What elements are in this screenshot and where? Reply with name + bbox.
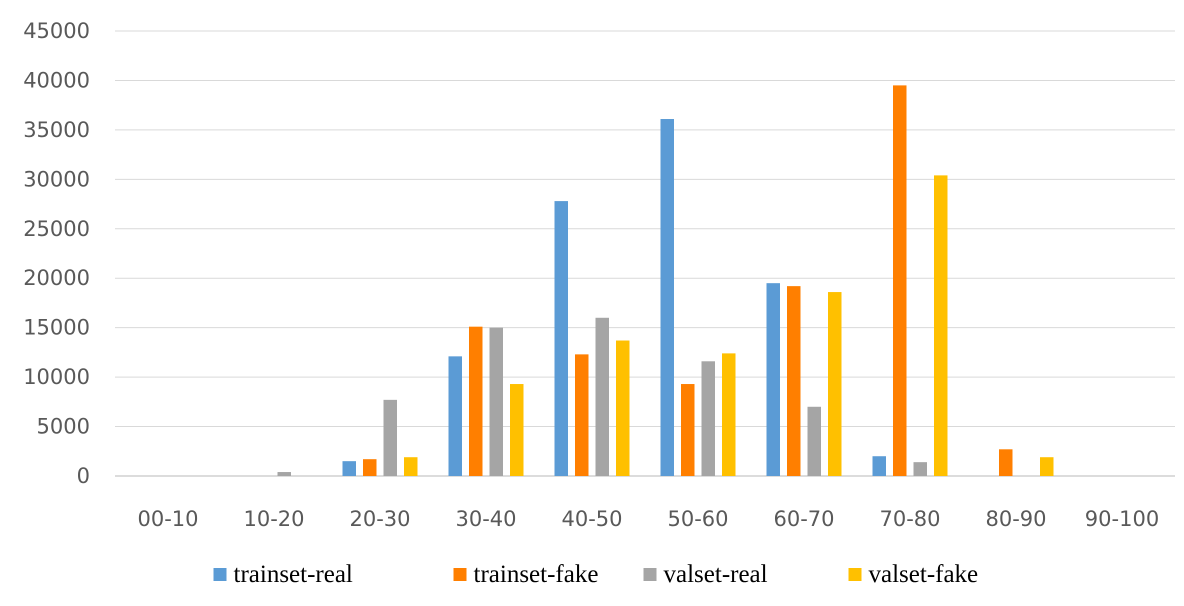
- bar-trainset-fake-30-40: [469, 326, 483, 476]
- bar-valset-real-70-80: [913, 462, 927, 476]
- legend-swatch-trainset-fake: [453, 568, 467, 581]
- legend: trainset-real trainset-fake valset-real val…: [213, 561, 979, 588]
- y-tick-label: 0: [77, 464, 90, 488]
- legend-swatch-valset-fake: [848, 568, 862, 581]
- y-tick-label: 15000: [23, 316, 90, 340]
- bar-valset-fake-80-90: [1040, 457, 1054, 476]
- bar-trainset-fake-20-30: [363, 459, 377, 476]
- bar-trainset-fake-40-50: [575, 354, 589, 476]
- bar-trainset-fake-80-90: [999, 449, 1013, 476]
- legend-swatch-valset-real: [643, 568, 657, 581]
- x-tick-label: 10-20: [243, 507, 304, 531]
- legend-label-valset-real: valset-real: [664, 561, 768, 588]
- y-axis: 0 5000 10000 15000 20000 25000 30000 35000 40000…: [23, 19, 90, 488]
- x-tick-label: 50-60: [667, 507, 728, 531]
- legend-label-trainset-fake: trainset-fake: [474, 561, 599, 588]
- legend-swatch-trainset-real: [213, 568, 227, 581]
- y-tick-label: 5000: [37, 415, 90, 439]
- bar-trainset-real-50-60: [660, 119, 674, 476]
- y-tick-label: 45000: [23, 19, 90, 43]
- x-tick-label: 20-30: [349, 507, 410, 531]
- bar-trainset-fake-70-80: [893, 85, 907, 476]
- bar-valset-real-20-30: [383, 399, 397, 476]
- y-tick-label: 30000: [23, 167, 90, 191]
- x-tick-label: 70-80: [879, 507, 940, 531]
- bar-valset-real-30-40: [489, 327, 503, 476]
- bar-valset-real-10-20: [277, 472, 291, 476]
- y-tick-label: 20000: [23, 266, 90, 290]
- bar-trainset-real-40-50: [554, 201, 568, 477]
- gridlines: [115, 30, 1175, 477]
- bar-trainset-real-70-80: [872, 456, 886, 476]
- bar-valset-fake-60-70: [828, 292, 842, 476]
- bar-valset-real-60-70: [807, 406, 821, 476]
- bar-valset-fake-40-50: [616, 340, 630, 476]
- bar-trainset-real-20-30: [342, 461, 356, 476]
- bar-trainset-real-30-40: [448, 356, 462, 476]
- bar-valset-real-50-60: [701, 361, 715, 476]
- x-tick-label: 60-70: [773, 507, 834, 531]
- bar-valset-fake-30-40: [510, 384, 524, 476]
- x-tick-label: 90-100: [1085, 507, 1159, 531]
- x-tick-label: 00-10: [137, 507, 198, 531]
- bar-valset-fake-20-30: [404, 457, 418, 476]
- bar-trainset-fake-60-70: [787, 286, 801, 476]
- y-tick-label: 40000: [23, 68, 90, 92]
- x-axis: 00-10 10-20 20-30 30-40 40-50 50-60 60-70 70-80…: [137, 507, 1159, 531]
- bar-trainset-real-60-70: [766, 283, 780, 476]
- bar-valset-real-40-50: [595, 317, 609, 476]
- bar-trainset-fake-50-60: [681, 384, 695, 476]
- x-tick-label: 30-40: [455, 507, 516, 531]
- y-tick-label: 35000: [23, 118, 90, 142]
- legend-label-valset-fake: valset-fake: [869, 561, 979, 588]
- legend-label-trainset-real: trainset-real: [234, 561, 353, 588]
- x-tick-label: 40-50: [561, 507, 622, 531]
- bars: [277, 85, 1054, 477]
- bar-valset-fake-50-60: [722, 353, 736, 476]
- y-tick-label: 10000: [23, 365, 90, 389]
- x-tick-label: 80-90: [985, 507, 1046, 531]
- bar-valset-fake-70-80: [934, 175, 948, 476]
- y-tick-label: 25000: [23, 217, 90, 241]
